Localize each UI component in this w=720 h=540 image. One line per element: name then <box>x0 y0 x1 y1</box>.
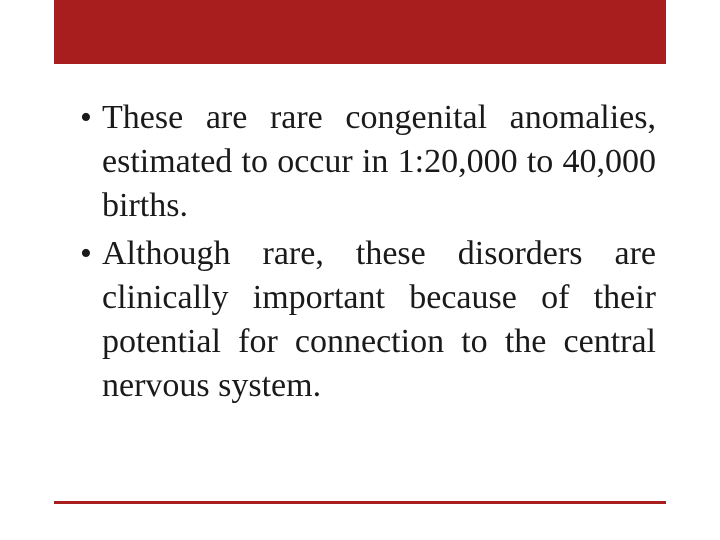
bullet-text: Although rare, these disorders are clini… <box>102 232 656 408</box>
header-bar <box>54 0 666 64</box>
bullet-marker: • <box>78 96 102 140</box>
bullet-text: These are rare congenital anomalies, est… <box>102 96 656 228</box>
bullet-item: • These are rare congenital anomalies, e… <box>78 96 656 228</box>
slide-body: • These are rare congenital anomalies, e… <box>78 96 656 412</box>
footer-line <box>54 501 666 504</box>
bullet-item: • Although rare, these disorders are cli… <box>78 232 656 408</box>
bullet-marker: • <box>78 232 102 276</box>
